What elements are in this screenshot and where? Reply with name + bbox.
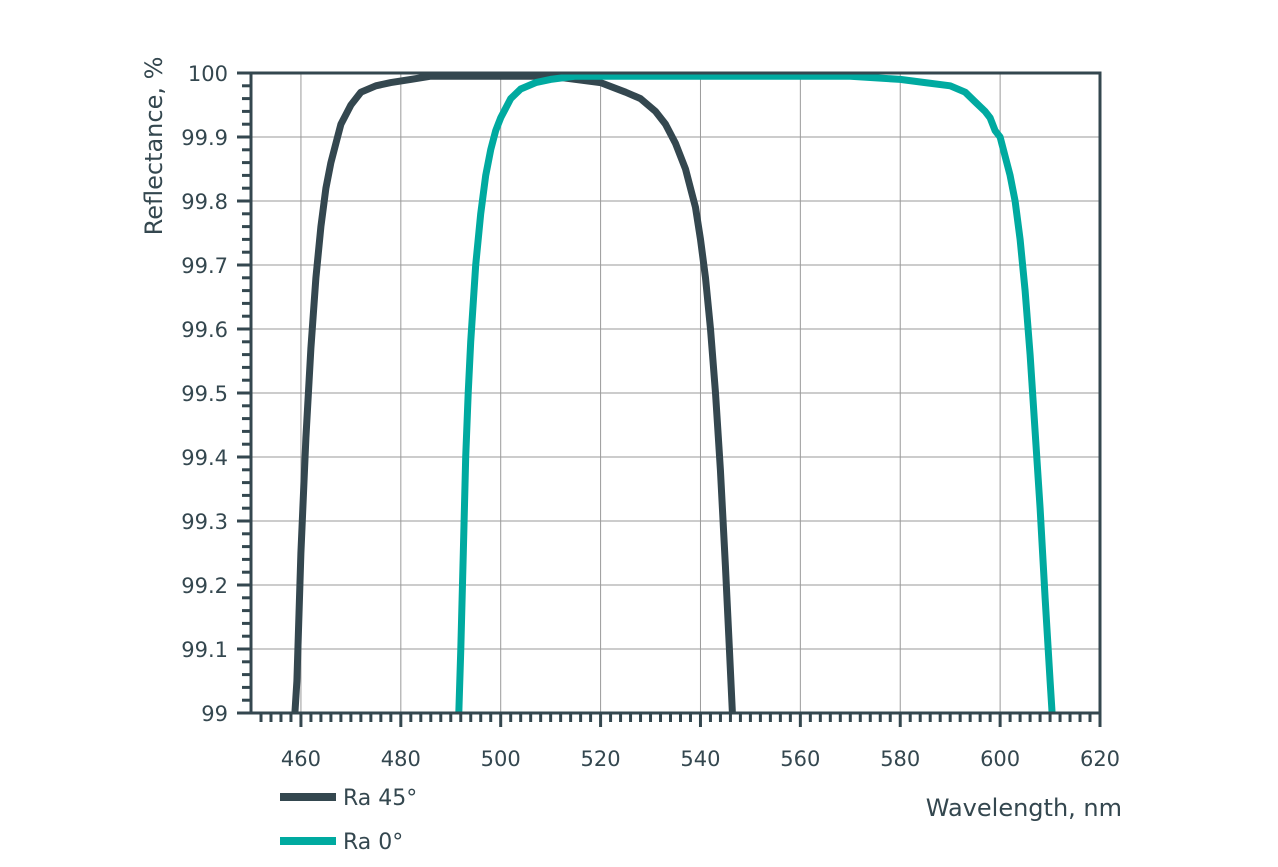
y-tick-label: 99.7 — [181, 254, 228, 278]
tick-labels: 460 480 500 520 540 560 580 600 620 99 99.1 99.2 99.… — [181, 62, 1120, 771]
y-tick-label: 99.9 — [181, 126, 228, 150]
x-tick-label: 460 — [281, 747, 321, 771]
series-lines — [291, 73, 1056, 713]
y-tick-label: 99.3 — [181, 510, 228, 534]
legend-label-ra45: Ra 45° — [343, 786, 417, 811]
grid — [251, 72, 1101, 714]
series-line-ra45 — [291, 73, 736, 713]
y-tick-label: 99.6 — [181, 318, 228, 342]
y-tick-label: 99.1 — [181, 638, 228, 662]
x-tick-label: 480 — [381, 747, 421, 771]
legend-label-ra0: Ra 0° — [343, 830, 403, 855]
x-tick-label: 500 — [481, 747, 521, 771]
y-tick-label: 100 — [188, 62, 228, 86]
y-tick-label: 99.2 — [181, 574, 228, 598]
y-tick-label: 99.5 — [181, 382, 228, 406]
ticks — [237, 71, 1102, 727]
x-tick-label: 580 — [880, 747, 920, 771]
y-tick-label: 99 — [201, 702, 228, 726]
y-tick-label: 99.4 — [181, 446, 228, 470]
series-line-ra0 — [455, 73, 1056, 713]
x-tick-label: 620 — [1080, 747, 1120, 771]
x-tick-label: 560 — [780, 747, 820, 771]
x-tick-label: 540 — [680, 747, 720, 771]
y-axis-title: Reflectance, % — [140, 57, 168, 236]
x-axis-title: Wavelength, nm — [926, 794, 1122, 822]
y-tick-label: 99.8 — [181, 190, 228, 214]
x-tick-label: 520 — [581, 747, 621, 771]
legend: Ra 45° Ra 0° — [280, 786, 417, 855]
x-tick-label: 600 — [980, 747, 1020, 771]
